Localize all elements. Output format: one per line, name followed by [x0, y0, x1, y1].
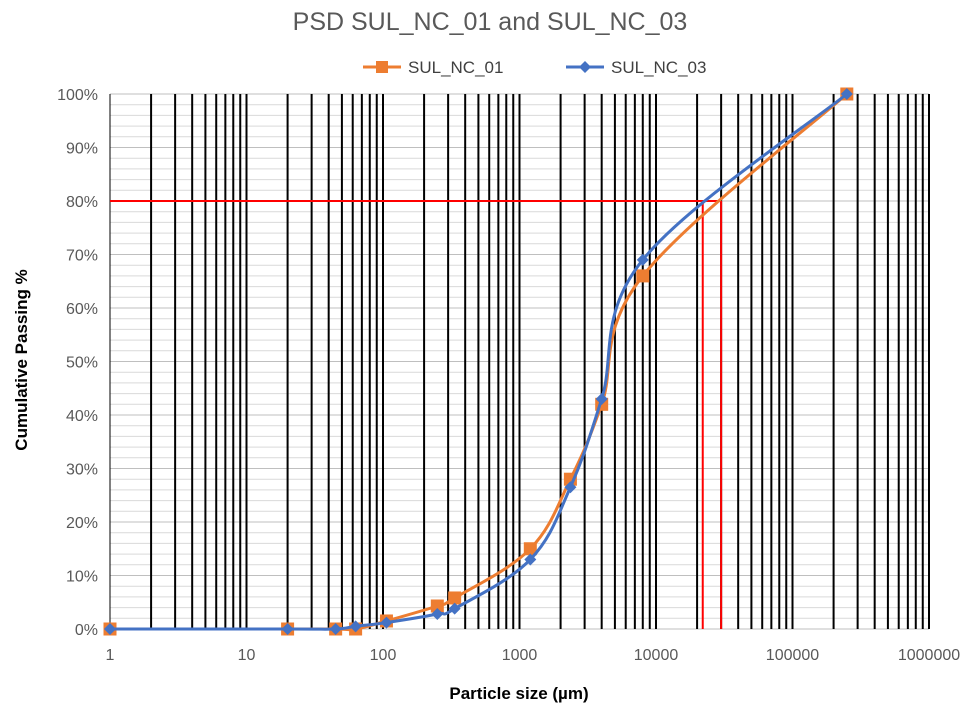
series-layer [103, 87, 854, 636]
data-point-series-2 [104, 623, 116, 635]
data-point-series-2 [448, 602, 461, 615]
x-tick-label: 1000 [502, 647, 538, 664]
x-tick-label: 10000 [634, 647, 679, 664]
data-point-series-2 [524, 553, 537, 566]
y-tick-label: 20% [66, 515, 98, 532]
reference-lines [110, 200, 723, 629]
data-point-series-1 [636, 269, 650, 283]
data-point-series-1 [448, 591, 462, 605]
data-point-series-2 [281, 623, 294, 635]
data-point-series-1 [523, 542, 537, 556]
legend-item-series-1[interactable]: SUL_NC_01 [363, 58, 503, 77]
data-point-series-1 [430, 599, 444, 613]
chart-title: PSD SUL_NC_01 and SUL_NC_03 [293, 8, 688, 36]
x-axis-label: Particle size (µm) [449, 684, 588, 703]
data-point-series-2 [431, 608, 444, 621]
x-tick-label: 1 [106, 647, 115, 664]
y-tick-label: 40% [66, 408, 98, 425]
legend-marker-series-2 [579, 61, 591, 73]
y-tick-label: 0% [75, 622, 98, 639]
grid-layer [109, 93, 930, 630]
y-tick-label: 90% [66, 141, 98, 158]
x-tick-label: 1000000 [898, 647, 960, 664]
data-point-series-2 [595, 392, 608, 405]
y-tick-label: 60% [66, 301, 98, 318]
data-point-series-2 [564, 481, 577, 494]
data-point-series-2 [329, 623, 342, 635]
legend-marker-series-1 [376, 61, 388, 73]
y-axis-label: Cumulative Passing % [12, 269, 31, 450]
data-point-series-2 [840, 88, 853, 100]
y-tick-label: 10% [66, 569, 98, 586]
data-point-series-2 [349, 620, 362, 633]
x-tick-label: 10 [238, 647, 256, 664]
y-tick-label: 50% [66, 355, 98, 372]
legend: SUL_NC_01 SUL_NC_03 [363, 58, 706, 77]
legend-item-series-2[interactable]: SUL_NC_03 [566, 58, 706, 77]
series-line-2 [110, 92, 848, 631]
x-tick-label: 100000 [766, 647, 819, 664]
y-tick-label: 30% [66, 462, 98, 479]
series-2 [104, 88, 853, 635]
axis-layer: 0% 10% 20% 30% 40% 50% 60% 70% 80% 90% 100% 1 10 100 1… [57, 87, 960, 664]
legend-label-series-2: SUL_NC_03 [611, 58, 706, 77]
y-tick-label: 70% [66, 248, 98, 265]
y-tick-label: 80% [66, 194, 98, 211]
data-point-series-2 [636, 253, 649, 266]
x-tick-label: 100 [370, 647, 397, 664]
data-point-series-2 [380, 616, 393, 629]
legend-label-series-1: SUL_NC_01 [408, 58, 503, 77]
y-tick-label: 100% [57, 87, 98, 104]
